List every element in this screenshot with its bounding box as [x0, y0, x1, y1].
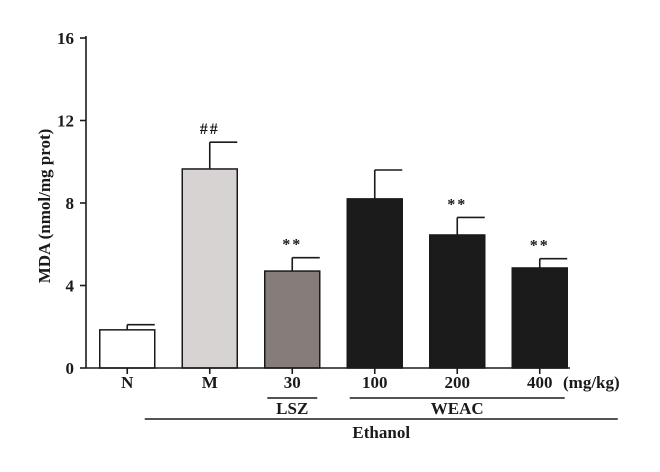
group-brackets: LSZ WEAC Ethanol: [144, 397, 618, 442]
y-tick-label: 12: [57, 112, 74, 131]
group-label-lsz: LSZ: [276, 399, 308, 418]
bar-30: [264, 270, 321, 369]
significance-label: **: [282, 237, 302, 254]
y-tick-label: 4: [66, 277, 75, 296]
group-label-ethanol: Ethanol: [352, 423, 410, 442]
bar-n: [99, 329, 156, 369]
bar-400: [511, 267, 568, 369]
x-tick-label: 200: [445, 373, 471, 392]
x-axis: N M 30 100 200 400: [86, 367, 570, 392]
y-axis-label: MDA (nmol/mg prot): [35, 129, 54, 284]
bars: ## ** ** **: [99, 121, 568, 369]
significance-label: **: [530, 238, 550, 255]
y-tick-label: 16: [57, 29, 74, 48]
bar-m: [181, 168, 238, 369]
group-label-weac: WEAC: [431, 399, 484, 418]
bar-100: [346, 198, 403, 369]
y-tick-label: 0: [66, 359, 75, 378]
x-tick-label: 30: [284, 373, 301, 392]
significance-label: **: [447, 196, 467, 213]
x-tick-label: 100: [362, 373, 388, 392]
y-tick-label: 8: [66, 194, 75, 213]
x-tick-label: N: [121, 373, 134, 392]
significance-label: ##: [200, 121, 220, 138]
y-axis: 0 4 8 12 16: [57, 29, 87, 378]
x-tick-label: 400: [527, 373, 553, 392]
x-tick-label: M: [202, 373, 218, 392]
unit-label: (mg/kg): [563, 373, 620, 392]
bar-200: [429, 234, 486, 369]
